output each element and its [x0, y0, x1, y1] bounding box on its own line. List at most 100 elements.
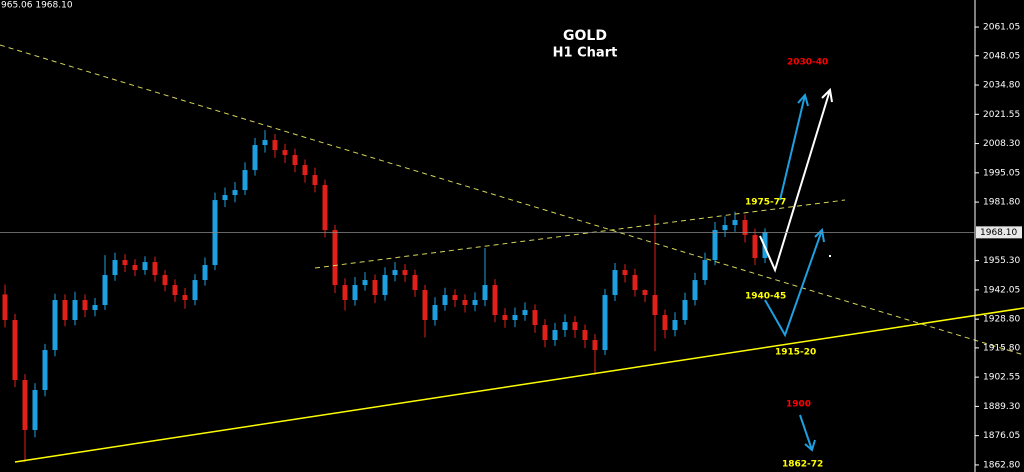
- candle-body: [82, 300, 88, 311]
- candle-body: [2, 294, 8, 321]
- candles: [2, 130, 768, 463]
- chart-title: GOLD: [563, 28, 607, 44]
- candle-body: [222, 195, 228, 201]
- y-tick-label: 1915.80: [983, 343, 1020, 353]
- candle-body: [372, 280, 378, 296]
- candle-body: [742, 220, 748, 236]
- candle-body: [172, 285, 178, 296]
- trend-line: [0, 44, 1024, 356]
- candle-body: [72, 300, 78, 321]
- candle-body: [342, 285, 348, 301]
- candle-body: [182, 295, 188, 301]
- candle-body: [162, 275, 168, 286]
- y-tick-label: 1889.30: [983, 402, 1020, 412]
- arrow-head: [821, 87, 833, 103]
- y-tick-label: 2048.05: [983, 51, 1020, 61]
- candle-body: [282, 150, 288, 156]
- candle-body: [352, 285, 358, 301]
- candle-body: [122, 260, 128, 266]
- price-axis-ticks: 1862.80 1876.05 1889.30 1902.55 1915.80 1928.…: [975, 23, 1020, 470]
- candle-body: [752, 235, 758, 259]
- candle-body: [432, 305, 438, 321]
- candle-body: [462, 300, 468, 306]
- arrows: [759, 87, 833, 452]
- candle-body: [612, 270, 618, 296]
- candle-body: [362, 280, 368, 286]
- arrow-head: [814, 227, 825, 243]
- candle-body: [532, 310, 538, 326]
- candle-body: [42, 350, 48, 391]
- candle-body: [312, 175, 318, 186]
- candle-body: [382, 275, 388, 296]
- candle-body: [302, 165, 308, 176]
- y-tick-label: 2008.30: [983, 139, 1020, 149]
- candle-body: [62, 300, 68, 321]
- candle-body: [412, 275, 418, 291]
- candle-body: [252, 145, 258, 171]
- candle-body: [322, 185, 328, 231]
- candle-body: [572, 322, 578, 331]
- current-price-box: [976, 226, 1022, 239]
- annotation: 1940-45: [745, 292, 786, 302]
- candle-body: [332, 230, 338, 286]
- candle-body: [392, 270, 398, 276]
- annotation: 2030-40: [787, 58, 828, 68]
- candle-body: [552, 330, 558, 341]
- candle-body: [622, 270, 628, 276]
- candle-body: [692, 280, 698, 301]
- arrow-head: [797, 92, 809, 107]
- y-tick-label: 1955.30: [983, 256, 1020, 266]
- candle-body: [22, 380, 28, 431]
- candle-body: [472, 300, 478, 306]
- y-tick-label: 2061.05: [983, 23, 1020, 33]
- candle-body: [522, 310, 528, 316]
- candle-body: [92, 305, 98, 311]
- candle-body: [132, 265, 138, 271]
- y-tick-label: 1902.55: [983, 373, 1020, 383]
- current-price-label: 1968.10: [980, 228, 1017, 238]
- candle-body: [452, 295, 458, 301]
- candle-body: [112, 260, 118, 276]
- dot: [829, 255, 831, 257]
- candle-body: [562, 322, 568, 331]
- candle-body: [232, 190, 238, 196]
- y-tick-label: 2034.80: [983, 81, 1020, 91]
- candle-body: [682, 300, 688, 321]
- candle-body: [512, 315, 518, 321]
- arrow: [764, 229, 823, 338]
- candle-body: [592, 340, 598, 351]
- arrow: [759, 89, 831, 273]
- y-tick-label: 1876.05: [983, 431, 1020, 441]
- annotation: 1862-72: [782, 460, 823, 470]
- candle-body: [292, 155, 298, 166]
- candle-body: [712, 230, 718, 261]
- y-tick-label: 1942.05: [983, 285, 1020, 295]
- candle-body: [642, 290, 648, 296]
- candle-body: [722, 225, 728, 231]
- candle-body: [152, 262, 158, 276]
- y-tick-label: 1995.05: [983, 168, 1020, 178]
- header-text: 965.06 1968.10: [1, 1, 73, 11]
- candle-body: [102, 275, 108, 306]
- y-tick-label: 1981.80: [983, 198, 1020, 208]
- candle-body: [732, 220, 738, 226]
- candle-body: [482, 285, 488, 301]
- trend-line: [314, 199, 846, 269]
- candle-body: [582, 330, 588, 341]
- candle-body: [422, 290, 428, 321]
- candle-body: [662, 315, 668, 331]
- candle-body: [702, 260, 708, 281]
- arrow-head: [804, 439, 816, 452]
- candle-body: [202, 265, 208, 281]
- candle-body: [262, 140, 268, 146]
- candle-body: [652, 295, 658, 316]
- candle-body: [242, 170, 248, 191]
- annotation: 1915-20: [775, 348, 816, 358]
- candle-body: [272, 140, 278, 151]
- y-tick-label: 2021.55: [983, 110, 1020, 120]
- candle-body: [672, 320, 678, 331]
- chart-subtitle: H1 Chart: [553, 46, 618, 61]
- y-tick-label: 1862.80: [983, 460, 1020, 470]
